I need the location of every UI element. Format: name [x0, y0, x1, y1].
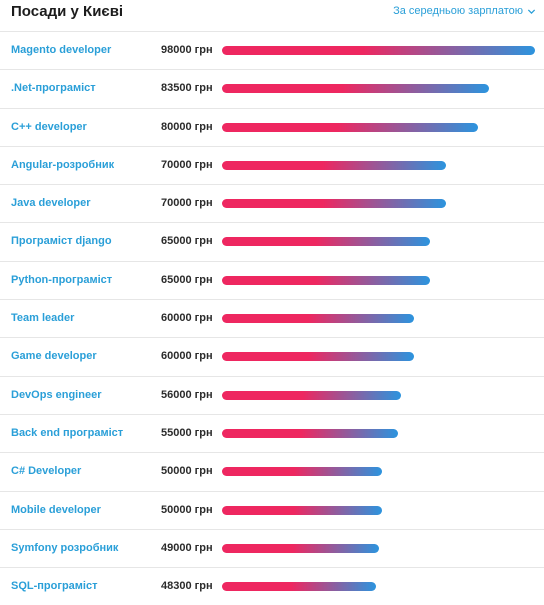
position-link[interactable]: Magento developer	[11, 44, 112, 56]
salary-value: 70000 грн	[161, 197, 213, 210]
salary-bar	[222, 237, 430, 247]
salary-bar	[222, 160, 446, 170]
list-item: Python-програміст 65000 грн	[0, 260, 544, 299]
salary-bar	[222, 314, 414, 324]
salary-bar	[222, 543, 379, 553]
salary-value: 55000 грн	[161, 426, 213, 439]
position-link[interactable]: Angular-розробник	[11, 158, 115, 171]
salary-bar	[222, 275, 430, 285]
salary-bar-track	[222, 122, 535, 132]
salary-value: 50000 грн	[161, 503, 213, 516]
salary-bar-track	[222, 543, 535, 553]
salary-value: 70000 грн	[161, 158, 213, 171]
salary-value: 60000 грн	[161, 312, 213, 325]
salary-value: 80000 грн	[161, 120, 213, 133]
position-link[interactable]: Game developer	[11, 350, 97, 363]
salary-bar	[222, 46, 535, 55]
salary-bar-track	[222, 46, 535, 55]
position-link[interactable]: Python-програміст	[11, 273, 113, 286]
salary-bar-track	[222, 314, 535, 324]
list-item: Team leader 60000 грн	[0, 299, 544, 337]
list-item: Mobile developer 50000 грн	[0, 490, 544, 529]
sort-label: За середньою зарплатою	[393, 5, 523, 17]
salary-bar	[222, 122, 478, 132]
salary-bar-track	[222, 160, 535, 170]
position-link[interactable]: Back end програміст	[11, 426, 124, 439]
salary-bar-track	[222, 275, 535, 285]
salary-bar	[222, 505, 382, 515]
page-title: Посади у Києві	[11, 3, 124, 20]
salary-bar	[222, 199, 446, 209]
salary-value: 56000 грн	[161, 388, 213, 401]
header: Посади у Києві За середньою зарплатою	[0, 0, 544, 30]
position-link[interactable]: DevOps engineer	[11, 388, 102, 401]
positions-list: Magento developer 98000 грн .Net-програміс…	[0, 31, 544, 605]
list-item: Back end програміст 55000 грн	[0, 413, 544, 452]
salary-value: 49000 грн	[161, 541, 213, 554]
salary-bar	[222, 352, 414, 362]
salary-bar-track	[222, 505, 535, 515]
salary-value: 60000 грн	[161, 350, 213, 363]
salary-bar	[222, 84, 489, 94]
position-link[interactable]: Java developer	[11, 197, 91, 210]
position-link[interactable]: C# Developer	[11, 465, 82, 478]
list-item: Game developer 60000 грн	[0, 337, 544, 375]
list-item: C# Developer 50000 грн	[0, 452, 544, 490]
salary-bar-track	[222, 84, 535, 94]
position-link[interactable]: C++ developer	[11, 120, 87, 133]
salary-value: 98000 грн	[161, 44, 213, 56]
salary-bar-track	[222, 428, 535, 438]
list-item: Magento developer 98000 грн	[0, 31, 544, 69]
position-link[interactable]: SQL-програміст	[11, 580, 98, 593]
salary-bar-track	[222, 582, 535, 592]
list-item: SQL-програміст 48300 грн	[0, 567, 544, 605]
salary-bar-track	[222, 237, 535, 247]
salary-value: 65000 грн	[161, 273, 213, 286]
salary-bar-track	[222, 390, 535, 400]
position-link[interactable]: .Net-програміст	[11, 82, 96, 95]
position-link[interactable]: Team leader	[11, 312, 75, 325]
list-item: Angular-розробник 70000 грн	[0, 145, 544, 184]
salary-bar	[222, 428, 398, 438]
salary-bar-track	[222, 352, 535, 362]
salary-bar	[222, 582, 376, 592]
position-link[interactable]: Symfony розробник	[11, 541, 119, 554]
salary-bar-track	[222, 467, 535, 477]
list-item: Symfony розробник 49000 грн	[0, 528, 544, 567]
list-item: DevOps engineer 56000 грн	[0, 375, 544, 414]
list-item: Програміст django 65000 грн	[0, 222, 544, 260]
salary-value: 50000 грн	[161, 465, 213, 478]
salary-value: 65000 грн	[161, 235, 213, 248]
chevron-down-icon	[527, 8, 536, 14]
salary-value: 83500 грн	[161, 82, 213, 95]
salary-bar-track	[222, 199, 535, 209]
list-item: Java developer 70000 грн	[0, 184, 544, 222]
salary-bar	[222, 467, 382, 477]
list-item: C++ developer 80000 грн	[0, 107, 544, 146]
position-link[interactable]: Mobile developer	[11, 503, 101, 516]
position-link[interactable]: Програміст django	[11, 235, 112, 248]
sort-dropdown[interactable]: За середньою зарплатою	[393, 5, 536, 17]
salary-bar	[222, 390, 401, 400]
salary-value: 48300 грн	[161, 580, 213, 593]
list-item: .Net-програміст 83500 грн	[0, 69, 544, 107]
